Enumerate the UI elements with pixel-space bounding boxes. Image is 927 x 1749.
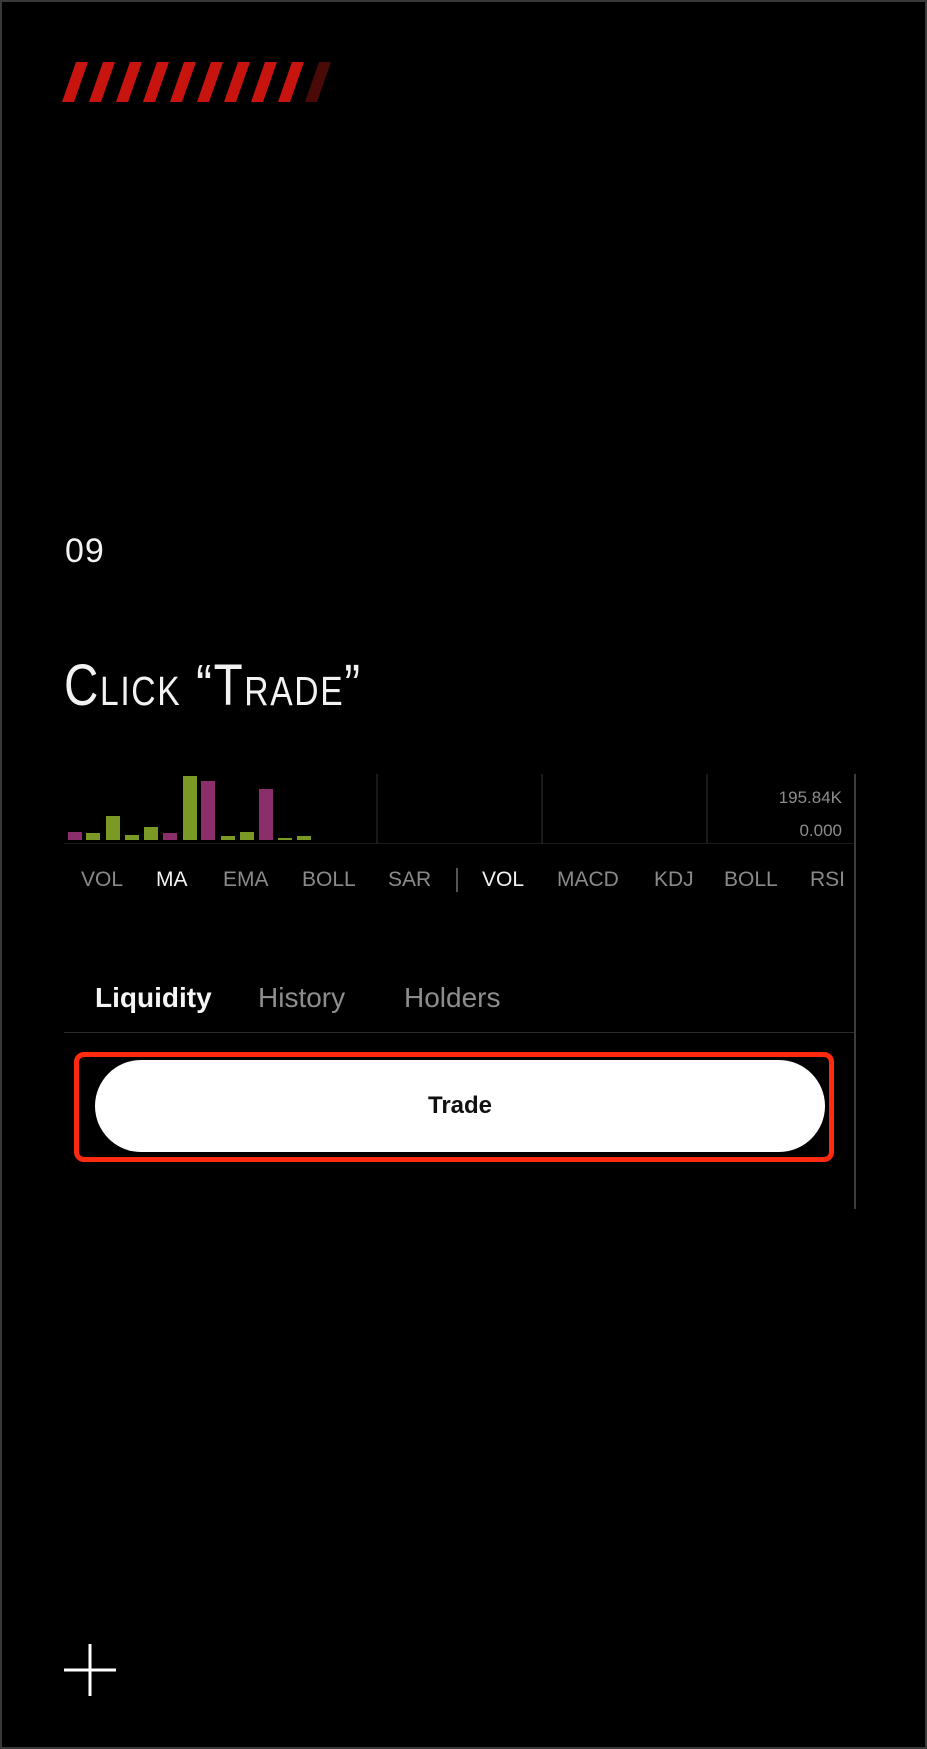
stripes-decoration-icon <box>62 62 331 102</box>
plus-icon <box>64 1644 116 1696</box>
indicator-sub-vol[interactable]: VOL <box>482 868 525 891</box>
indicator-rsi[interactable]: RSI <box>810 868 846 891</box>
highlight-box <box>74 1052 834 1162</box>
volume-chart <box>64 774 854 844</box>
tab-liquidity[interactable]: Liquidity <box>95 982 212 1013</box>
volume-bar <box>221 836 235 840</box>
volume-bar <box>259 789 273 840</box>
trade-button[interactable]: Trade <box>95 1060 825 1152</box>
indicator-boll[interactable]: BOLL <box>302 868 356 891</box>
indicator-macd[interactable]: MACD <box>557 868 619 891</box>
volume-bar <box>106 816 120 840</box>
step-title: Click “Trade” <box>64 653 362 718</box>
divider <box>854 774 856 1209</box>
volume-bar <box>86 833 100 840</box>
volume-bar <box>68 832 82 840</box>
volume-bar <box>201 781 215 840</box>
volume-axis-min: 0.000 <box>799 821 842 840</box>
tab-history[interactable]: History <box>258 982 346 1013</box>
step-number: 09 <box>65 532 105 570</box>
indicator-ema[interactable]: EMA <box>223 868 269 891</box>
volume-bar <box>125 835 139 840</box>
indicator-vol[interactable]: VOL <box>81 868 124 891</box>
indicator-kdj[interactable]: KDJ <box>654 868 694 891</box>
indicator-bar: VOL MA EMA BOLL SAR VOL MACD KDJ BOLL RS… <box>64 860 846 900</box>
volume-bar <box>240 832 254 840</box>
volume-bar <box>297 836 311 840</box>
tab-holders[interactable]: Holders <box>404 982 501 1013</box>
app-screenshot: 195.84K 0.000 VOL MA EMA BOLL SAR VOL MA… <box>64 774 856 1209</box>
volume-axis-max: 195.84K <box>778 788 842 807</box>
volume-bar <box>278 838 292 840</box>
indicator-separator <box>456 868 458 892</box>
indicator-sar[interactable]: SAR <box>388 868 432 891</box>
indicator-ma[interactable]: MA <box>156 868 188 891</box>
indicator-sub-boll[interactable]: BOLL <box>724 868 778 891</box>
tab-bar: Liquidity History Holders <box>64 982 854 1033</box>
volume-bar <box>144 827 158 840</box>
volume-bar <box>183 776 197 840</box>
volume-bar <box>163 833 177 840</box>
